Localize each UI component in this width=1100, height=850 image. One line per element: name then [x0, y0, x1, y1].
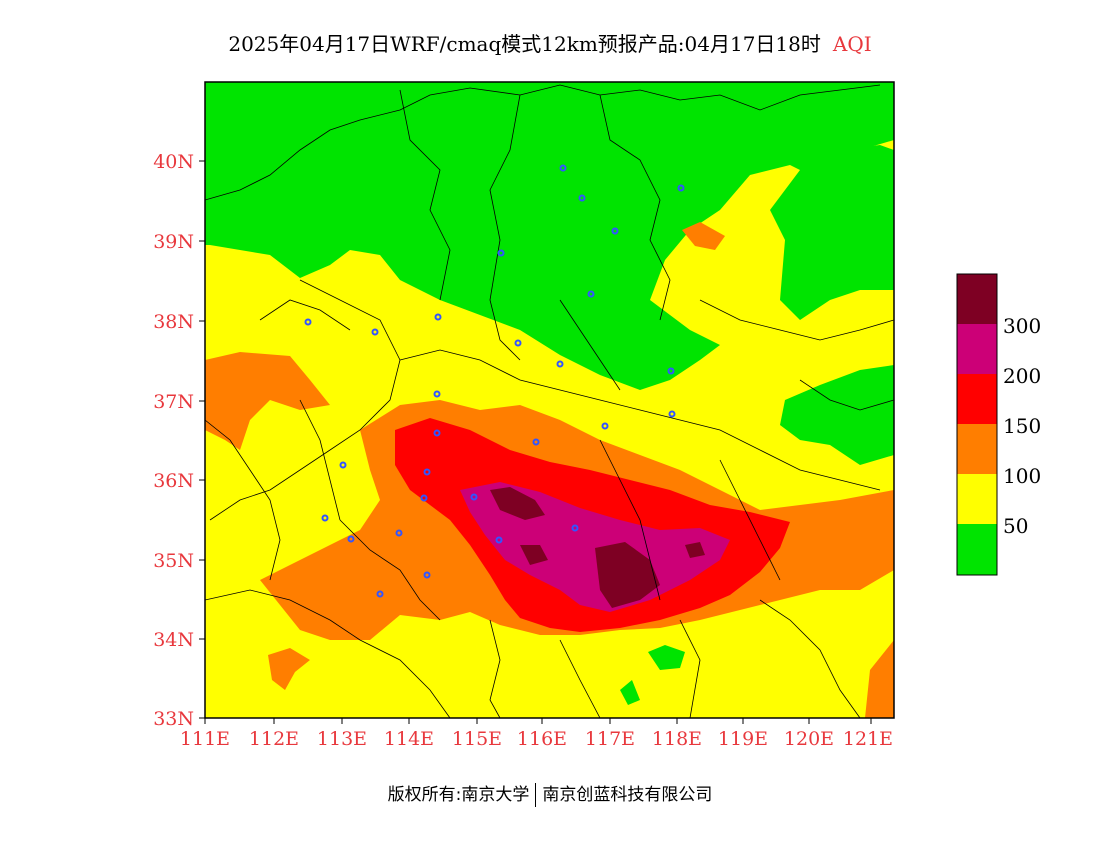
legend-label: 300	[1003, 314, 1041, 338]
lon-tick-label: 120E	[784, 728, 834, 750]
lon-tick-label: 117E	[585, 728, 635, 750]
legend-label: 100	[1003, 464, 1041, 488]
lon-tick-label: 115E	[452, 728, 502, 750]
legend-swatch-very-unhealthy	[957, 324, 997, 374]
longitude-axis: 111E 112E 113E 114E 115E 116E 117E 118E …	[180, 718, 893, 750]
copyright-company: 南京创蓝科技有限公司	[542, 785, 712, 805]
lat-tick-label: 39N	[153, 231, 194, 253]
lon-tick-label: 121E	[843, 728, 893, 750]
lat-tick-label: 40N	[153, 151, 194, 173]
copyright-owner: 版权所有:南京大学	[388, 785, 530, 805]
lat-tick-label: 37N	[153, 391, 194, 413]
legend-swatch-good	[957, 524, 997, 575]
legend-swatch-usg	[957, 424, 997, 474]
copyright-footer: 版权所有:南京大学 南京创蓝科技有限公司	[0, 780, 1100, 807]
lat-tick-label: 35N	[153, 550, 194, 572]
lat-tick-label: 33N	[153, 708, 194, 730]
lat-tick-label: 34N	[153, 629, 194, 651]
lon-tick-label: 112E	[249, 728, 299, 750]
lon-tick-label: 114E	[384, 728, 434, 750]
lon-tick-label: 113E	[317, 728, 367, 750]
footer-divider	[535, 783, 536, 807]
lat-tick-label: 36N	[153, 470, 194, 492]
map-plot-area	[205, 82, 894, 718]
latitude-axis: 40N 39N 38N 37N 36N 35N 34N 33N	[153, 151, 205, 730]
color-legend: 300 200 150 100 50	[957, 274, 1041, 575]
lon-tick-label: 119E	[718, 728, 768, 750]
legend-label: 50	[1003, 514, 1028, 538]
legend-swatch-hazardous	[957, 274, 997, 324]
legend-swatch-unhealthy	[957, 374, 997, 424]
legend-swatch-moderate	[957, 474, 997, 524]
lon-tick-label: 111E	[180, 728, 230, 750]
lat-tick-label: 38N	[153, 311, 194, 333]
lon-tick-label: 118E	[652, 728, 702, 750]
legend-label: 200	[1003, 364, 1041, 388]
legend-label: 150	[1003, 414, 1041, 438]
lon-tick-label: 116E	[517, 728, 567, 750]
